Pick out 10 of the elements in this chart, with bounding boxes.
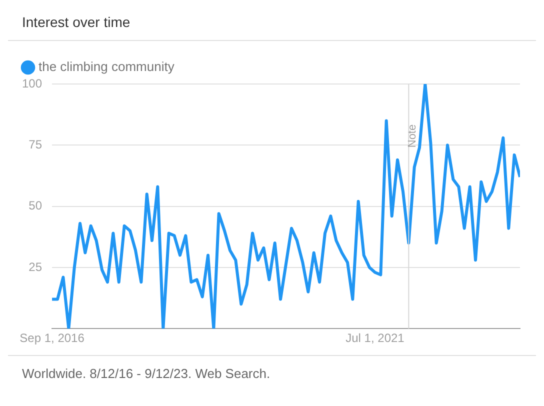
ref-line-label: Note: [406, 124, 419, 148]
text: Worldwide. 8/12/16 - 9/12/23. Web Search.: [8, 355, 536, 381]
x-tick-label: Jul 1, 2021: [346, 331, 405, 346]
y-tick-label: 75: [28, 137, 42, 152]
x-tick-label: Sep 1, 2016: [20, 331, 85, 346]
legend-label: the climbing community: [38, 59, 175, 74]
y-tick-label: 25: [28, 260, 42, 274]
y-tick-label: 50: [28, 198, 42, 213]
y-tick-label: 100: [22, 76, 42, 90]
chart-title: Interest over time: [8, 8, 536, 41]
